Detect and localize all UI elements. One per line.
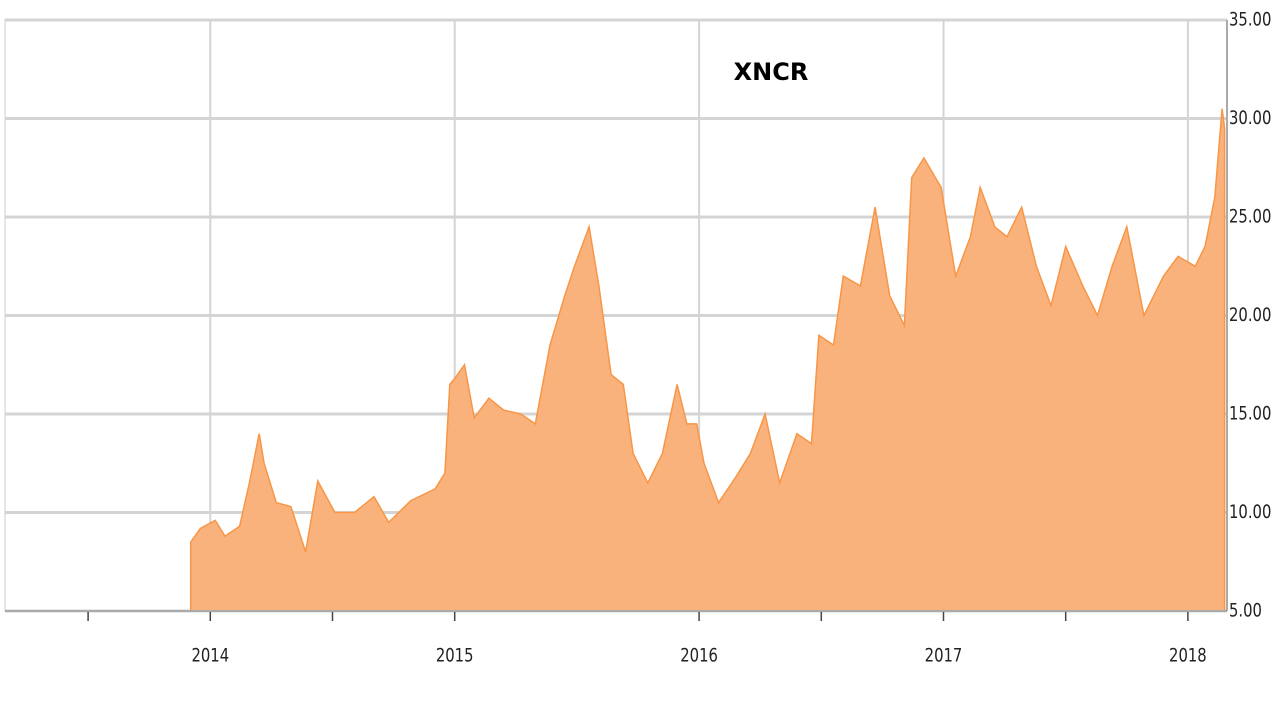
x-tick-label: 2017 [925, 645, 963, 667]
y-tick-label: 15.00 [1229, 403, 1271, 425]
y-tick-label: 25.00 [1229, 206, 1271, 228]
x-tick-label: 2014 [191, 645, 229, 667]
y-tick-label: 35.00 [1229, 9, 1271, 31]
y-tick-label: 20.00 [1229, 304, 1271, 326]
area [189, 108, 1226, 612]
x-tick-label: 2018 [1169, 645, 1207, 667]
chart-title: XNCR [734, 58, 809, 86]
x-tick-label: 2015 [436, 645, 474, 667]
y-tick-label: 5.00 [1229, 600, 1262, 622]
x-tick-label: 2016 [680, 645, 718, 667]
y-tick-label: 30.00 [1229, 107, 1271, 129]
y-tick-label: 10.00 [1229, 501, 1271, 523]
